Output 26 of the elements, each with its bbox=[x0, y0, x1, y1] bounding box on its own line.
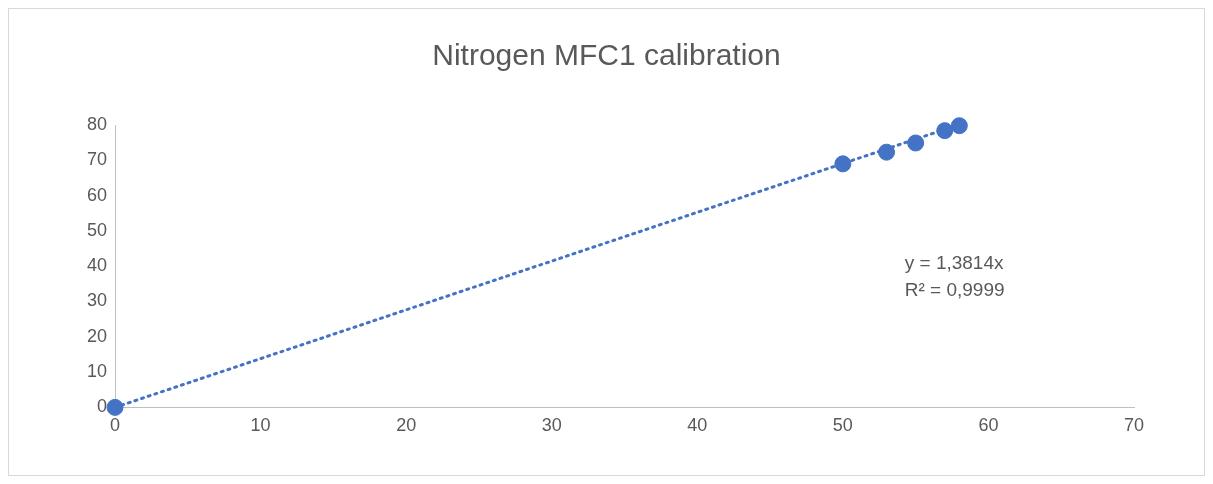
point bbox=[907, 134, 925, 152]
x-tick-label: 40 bbox=[687, 415, 708, 436]
x-tick-label: 30 bbox=[541, 415, 562, 436]
annotation: y = 1,3814x bbox=[904, 251, 1004, 273]
y-tick-label: 20 bbox=[86, 325, 108, 346]
x-tick-label: 20 bbox=[396, 415, 417, 436]
point bbox=[878, 143, 896, 161]
y-tick-label: 30 bbox=[86, 290, 108, 311]
point bbox=[950, 117, 968, 135]
y-tick-label: 10 bbox=[86, 361, 108, 382]
x-tick-label: 10 bbox=[250, 415, 271, 436]
x-tick-label: 70 bbox=[1123, 415, 1145, 436]
y-tick-label: 80 bbox=[86, 113, 108, 134]
y-tick-label: 40 bbox=[86, 255, 108, 276]
x-tick-label: 0 bbox=[110, 415, 121, 436]
point bbox=[834, 155, 852, 173]
chart-title: Nitrogen MFC1 calibration bbox=[432, 38, 781, 72]
point bbox=[936, 122, 954, 140]
y-tick-label: 0 bbox=[97, 396, 108, 417]
x-tick-label: 60 bbox=[978, 415, 999, 436]
y-tick-label: 50 bbox=[86, 219, 108, 240]
x-tick-label: 50 bbox=[832, 415, 853, 436]
point bbox=[106, 398, 124, 416]
y-tick-label: 70 bbox=[86, 149, 108, 170]
annotation: R² = 0,9999 bbox=[904, 278, 1005, 300]
y-tick-label: 60 bbox=[86, 184, 108, 205]
